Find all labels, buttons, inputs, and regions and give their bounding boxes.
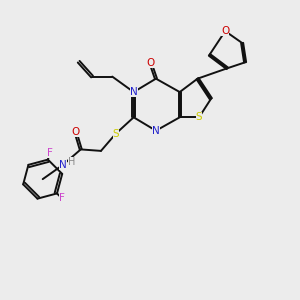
Text: N: N (152, 126, 160, 136)
Text: N: N (59, 160, 67, 170)
Text: H: H (68, 158, 76, 167)
Text: O: O (146, 58, 155, 68)
Text: N: N (130, 87, 137, 97)
Text: O: O (71, 127, 80, 136)
Text: S: S (112, 129, 119, 139)
Text: S: S (196, 112, 202, 122)
Text: F: F (59, 194, 65, 203)
Text: O: O (221, 26, 229, 36)
Text: F: F (47, 148, 53, 158)
